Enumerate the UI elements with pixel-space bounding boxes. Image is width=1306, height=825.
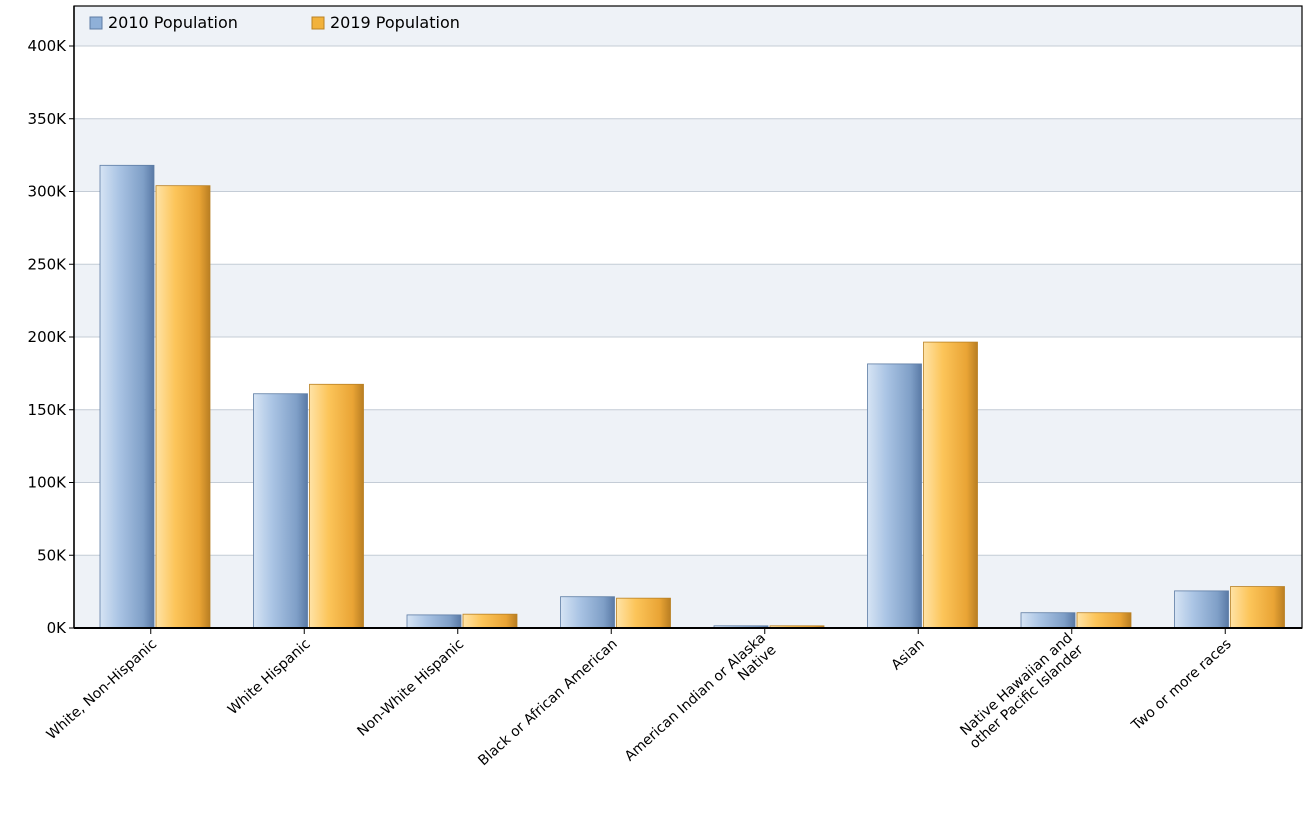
bar — [616, 597, 671, 629]
legend-swatch — [89, 16, 103, 30]
x-tick-label: American Indian or AlaskaNative — [622, 630, 780, 776]
y-tick-label: 50K — [37, 546, 67, 564]
x-tick-label-line: Black or African American — [475, 636, 620, 769]
bar — [1230, 586, 1285, 629]
x-tick-label: Black or African American — [475, 636, 620, 769]
x-axis-labels: White, Non-Hispanic White Hispanic Non-Whi… — [44, 628, 1235, 776]
axes — [73, 5, 1303, 629]
bar — [560, 596, 615, 629]
x-tick-label-line: White, Non-Hispanic — [44, 636, 160, 743]
bar — [867, 363, 922, 629]
bars — [99, 164, 1285, 629]
x-tick-label: Non-White Hispanic — [354, 636, 467, 740]
x-tick-label: Two or more races — [1128, 636, 1235, 734]
x-tick-label: White Hispanic — [225, 636, 314, 718]
x-tick-label-line: American Indian or Alaska — [622, 630, 769, 765]
x-tick-label-line: White Hispanic — [225, 636, 314, 718]
bar — [309, 383, 364, 629]
plot-band — [74, 6, 1302, 46]
x-tick-label: White, Non-Hispanic — [44, 636, 160, 743]
x-tick-label-line: Native Hawaiian and — [957, 630, 1075, 739]
y-tick-label: 300K — [28, 183, 68, 201]
y-tick-label: 250K — [28, 255, 68, 273]
x-tick-label-line: Non-White Hispanic — [354, 636, 467, 740]
bar — [462, 613, 518, 629]
legend-label: 2010 Population — [108, 13, 238, 32]
bar — [1076, 612, 1132, 629]
bar — [155, 185, 211, 629]
x-tick-label-line: Two or more races — [1128, 636, 1235, 734]
bar — [99, 164, 155, 629]
x-tick-label-line: Asian — [888, 636, 927, 673]
y-tick-label: 400K — [28, 37, 68, 55]
y-tick-label: 350K — [28, 110, 68, 128]
bar — [1174, 590, 1229, 629]
legend: 2010 Population 2019 Population — [89, 13, 460, 32]
legend-label: 2019 Population — [330, 13, 460, 32]
x-tick-label: Asian — [888, 636, 927, 673]
bar — [406, 614, 462, 629]
x-tick-label: Native Hawaiian andother Pacific Islande… — [956, 630, 1087, 752]
plot-band — [74, 264, 1302, 337]
y-tick-label: 200K — [28, 328, 68, 346]
y-tick-label: 100K — [28, 474, 68, 492]
y-axis-ticks: 0K 50K 100K 150K 200K 250K 300K 350K 400K — [28, 37, 74, 637]
bar — [923, 341, 978, 629]
bar — [253, 393, 308, 629]
plot-band — [74, 118, 1302, 192]
y-tick-label: 150K — [28, 401, 68, 419]
bar — [1020, 612, 1076, 629]
plot-background — [74, 6, 1302, 628]
y-tick-label: 0K — [47, 619, 68, 637]
legend-swatch — [311, 16, 325, 30]
x-tick-label-line: other Pacific Islander — [967, 642, 1087, 752]
